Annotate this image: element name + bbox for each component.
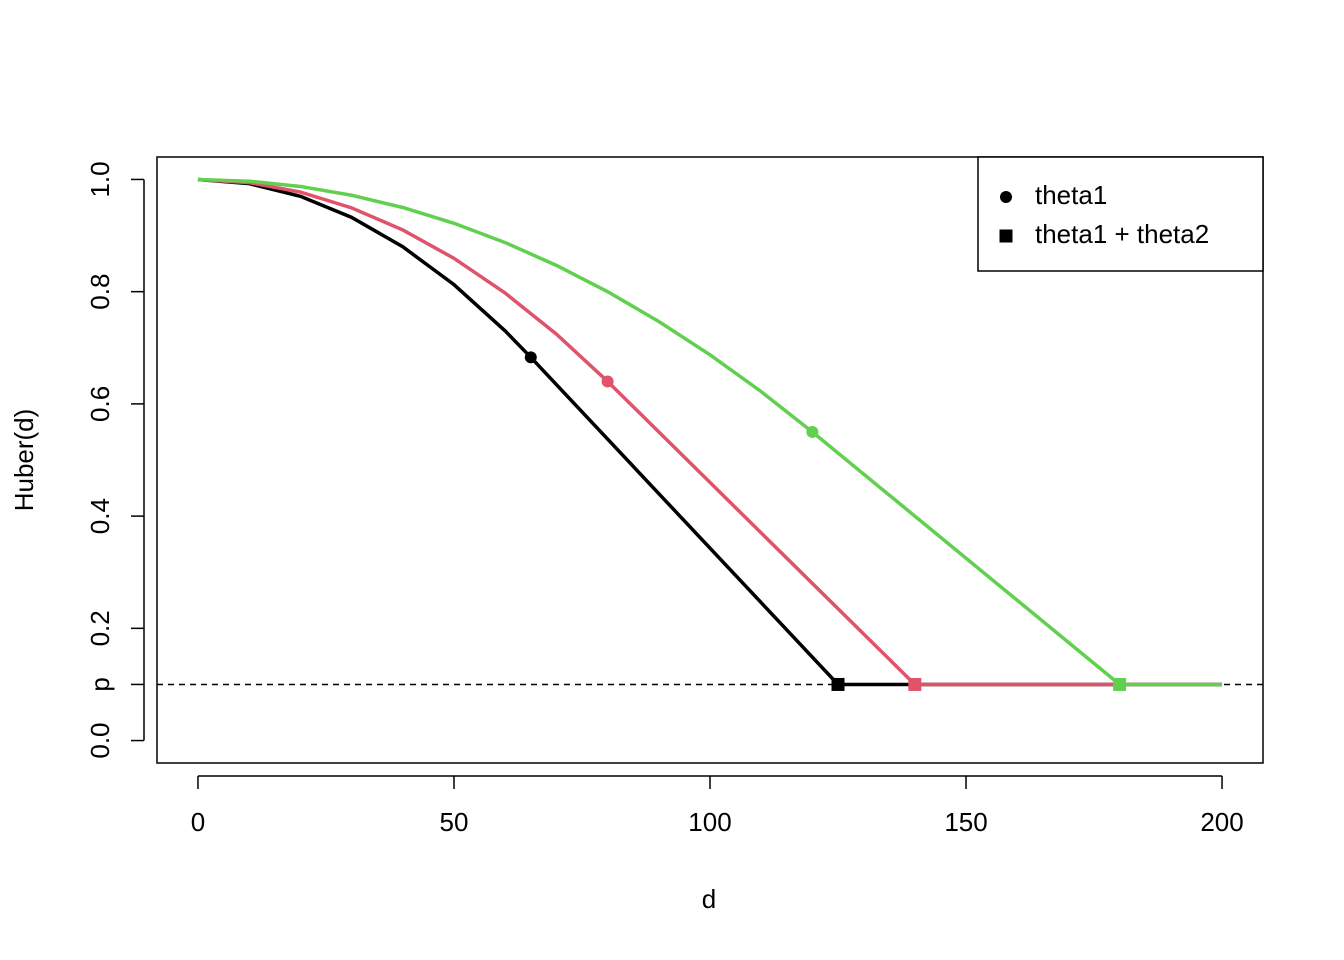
x-axis-label: d [702,884,716,914]
legend-label: theta1 + theta2 [1035,219,1209,249]
line [197,177,1223,687]
y-tick-label: 0.2 [85,610,115,646]
legend-symbol [1000,191,1012,203]
x-tick-label: 200 [1200,807,1243,837]
line [197,177,1223,687]
y-tick-label: 1.0 [85,161,115,197]
point-marker [908,677,922,691]
y-tick-label: 0.4 [85,498,115,534]
y-tick-label: 0.0 [85,722,115,758]
x-tick-label: 50 [440,807,469,837]
y-axis-label: Huber(d) [9,409,39,512]
line [197,177,1223,687]
point-marker [1113,677,1127,691]
x-tick-label: 100 [688,807,731,837]
legend-box [977,156,1264,272]
y-tick-label: 0.8 [85,274,115,310]
y-tick-label: p [85,677,115,691]
x-tick-label: 0 [191,807,205,837]
legend-label: theta1 [1035,180,1107,210]
point-marker [806,425,819,438]
point-marker [831,677,845,691]
plot-frame [156,156,1264,764]
y-tick-label: 0.6 [85,386,115,422]
x-tick-label: 150 [944,807,987,837]
point-marker [524,351,537,364]
point-marker [601,375,614,388]
legend-symbol [999,229,1013,243]
